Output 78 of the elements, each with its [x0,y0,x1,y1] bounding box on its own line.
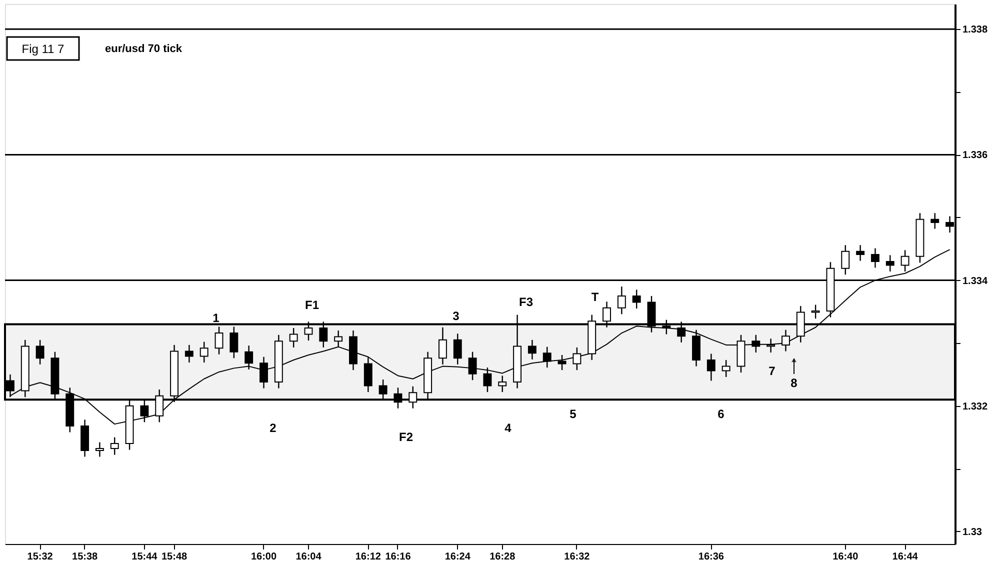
candlestick [647,295,656,333]
candlestick [930,212,940,230]
x-tick-label: 15:48 [161,552,188,562]
candlestick [260,356,268,389]
x-tick-label: 16:04 [296,552,322,562]
candlestick [468,351,477,381]
annotation: 6 [718,407,725,421]
candlestick [200,341,208,364]
x-tick-label: 15:32 [27,552,54,562]
candlestick [319,321,328,348]
annotation: T [591,290,600,304]
annotation: F1 [304,298,320,312]
y-tick-label: 1.334 [962,276,988,287]
x-tick-label: 16:44 [892,552,918,562]
candlestick [677,321,686,344]
candlestick [870,248,880,268]
x-tick-label: 16:32 [564,552,590,562]
candlestick [230,326,238,359]
candlestick [244,344,254,370]
annotation: 2 [270,421,277,435]
candlestick [632,289,641,310]
candlestick [766,338,776,354]
candlestick [617,286,626,315]
candlestick [438,326,447,366]
candlestick [856,244,865,262]
annotation: 3 [452,309,460,323]
annotation: 7 [768,364,776,378]
candlestick [289,327,298,348]
annotation: 4 [504,421,512,435]
candlestick [378,378,388,401]
candlestick [706,353,716,382]
candlestick [811,304,820,320]
candlestick [602,301,611,328]
x-tick-label: 16:24 [444,552,471,562]
candlestick [662,319,671,335]
y-tick-label: 1.338 [962,24,988,36]
candlestick [841,244,850,276]
candlestick [214,326,224,355]
y-tick-label: 1.336 [962,150,988,162]
candlestick [542,346,552,368]
x-tick-label: 16:40 [832,552,859,562]
candlestick [558,354,566,371]
candlestick [498,375,507,393]
annotation: F2 [398,430,414,444]
candlestick [782,329,790,352]
x-tick-label: 16:00 [250,552,277,562]
x-tick-label: 16:16 [385,552,412,562]
candlestick [95,442,104,458]
candlestick [886,254,894,272]
annotation: 5 [570,407,577,421]
candlestick [36,339,44,366]
x-tick-label: 15:38 [72,552,98,562]
candlestick [483,366,492,393]
candlestick [364,356,372,393]
candlestick [572,346,582,371]
candlestick [752,334,760,354]
candlestick [184,344,194,364]
candlestick [528,339,536,360]
candlestick [692,329,700,367]
annotation: 8 [790,376,798,390]
x-tick-label: 16:28 [490,552,516,562]
candlestick [722,359,730,378]
text: Fig 11 7 [22,42,65,56]
x-tick-label: 16:36 [698,552,724,562]
candlestick [453,333,462,366]
candlestick [408,386,418,409]
y-tick-label: 1.332 [962,401,988,412]
candlestick [110,436,119,456]
x-tick-label: 16:12 [355,552,382,562]
text: eur/usd 70 tick [105,43,183,55]
y-tick-label: 1.33 [962,526,982,538]
candlestick [394,387,402,409]
candlestick [304,321,313,342]
annotation: F3 [518,295,534,309]
x-tick-label: 15:44 [132,552,158,562]
candlestick [796,305,805,344]
annotation: 1 [212,311,220,325]
candlestick [334,330,343,348]
